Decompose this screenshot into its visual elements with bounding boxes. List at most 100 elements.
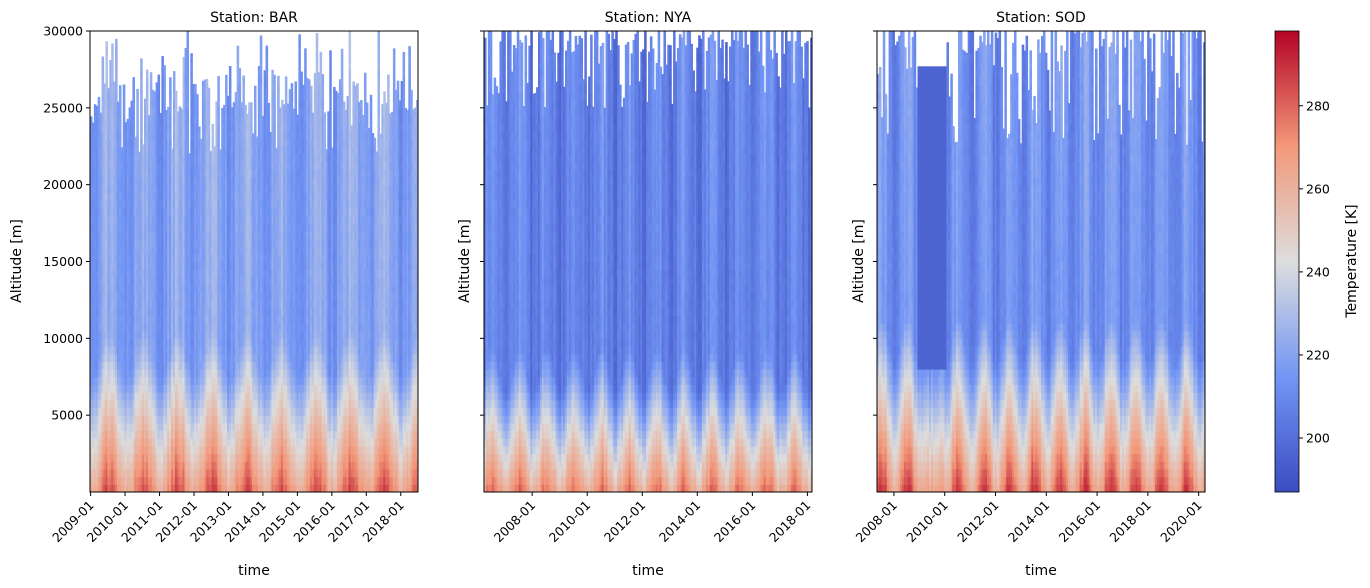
heatmap-cell xyxy=(261,161,265,170)
heatmap-cell xyxy=(147,138,151,147)
heatmap-cell xyxy=(244,207,247,216)
heatmap-cell xyxy=(103,369,107,378)
heatmap-cell xyxy=(221,284,224,293)
heatmap-cell xyxy=(184,84,188,94)
heatmap-cell xyxy=(155,307,159,316)
heatmap-cell xyxy=(213,253,217,263)
heatmap-cell xyxy=(219,315,222,324)
heatmap-cell xyxy=(136,200,139,209)
heatmap-cell xyxy=(130,115,134,124)
heatmap-cell xyxy=(211,361,215,370)
heatmap-cell xyxy=(215,284,218,293)
heatmap-cell xyxy=(203,346,207,355)
heatmap-cell xyxy=(167,361,170,370)
heatmap-cell xyxy=(172,461,176,470)
heatmap-cell xyxy=(203,230,207,240)
heatmap-cell xyxy=(198,207,201,216)
heatmap-cell xyxy=(234,169,238,178)
heatmap-cell xyxy=(176,146,180,155)
heatmap-cell xyxy=(95,322,99,332)
heatmap-cell xyxy=(226,230,230,240)
heatmap-cell xyxy=(91,269,95,278)
heatmap-cell xyxy=(122,261,126,270)
heatmap-cell xyxy=(184,146,188,155)
heatmap-cell xyxy=(107,87,110,94)
heatmap-cell xyxy=(126,399,130,409)
heatmap-cell xyxy=(209,246,213,255)
heatmap-cell xyxy=(273,468,276,478)
heatmap-cell xyxy=(226,223,230,232)
heatmap-cell xyxy=(257,207,261,216)
heatmap-cell xyxy=(186,176,189,186)
heatmap-cell xyxy=(140,415,143,424)
heatmap-cell xyxy=(113,453,116,462)
heatmap-cell xyxy=(250,330,253,339)
heatmap-cell xyxy=(186,422,189,432)
heatmap-cell xyxy=(122,461,126,470)
heatmap-cell xyxy=(182,322,186,332)
heatmap-cell xyxy=(122,430,126,439)
heatmap-cell xyxy=(207,192,211,201)
heatmap-cell xyxy=(97,330,101,339)
heatmap-cell xyxy=(145,453,149,462)
heatmap-cell xyxy=(111,399,114,409)
heatmap-cell xyxy=(226,461,230,470)
heatmap-cell xyxy=(242,338,245,347)
heatmap-cell xyxy=(265,176,269,186)
heatmap-cell xyxy=(109,246,112,255)
heatmap-cell xyxy=(109,361,112,370)
heatmap-cell xyxy=(169,376,172,386)
heatmap-cell xyxy=(165,223,168,232)
heatmap-cell xyxy=(248,161,251,170)
heatmap-cell xyxy=(240,269,244,278)
heatmap-cell xyxy=(149,184,153,193)
heatmap-cell xyxy=(232,422,236,432)
heatmap-cell xyxy=(196,384,199,393)
heatmap-cell xyxy=(259,238,263,247)
heatmap-cell xyxy=(240,338,244,347)
heatmap-cell xyxy=(103,445,107,455)
heatmap-cell xyxy=(269,361,272,370)
heatmap-cell xyxy=(180,376,184,386)
heatmap-cell xyxy=(117,192,120,201)
heatmap-cell xyxy=(144,192,147,201)
heatmap-cell xyxy=(238,276,242,286)
heatmap-cell xyxy=(155,184,159,193)
heatmap-cell xyxy=(93,476,97,485)
heatmap-cell xyxy=(180,138,184,147)
heatmap-cell xyxy=(122,346,126,355)
heatmap-cell xyxy=(257,123,261,132)
heatmap-cell xyxy=(199,346,203,355)
heatmap-cell xyxy=(223,184,226,193)
heatmap-cell xyxy=(271,338,274,347)
heatmap-cell xyxy=(188,307,191,316)
heatmap-cell xyxy=(199,176,203,186)
heatmap-cell xyxy=(236,453,240,462)
heatmap-cell xyxy=(174,153,178,163)
heatmap-cell xyxy=(107,123,110,132)
heatmap-cell xyxy=(145,468,149,478)
heatmap-cell xyxy=(140,200,143,209)
heatmap-cell xyxy=(163,253,166,263)
heatmap-cell xyxy=(174,307,178,316)
heatmap-cell xyxy=(194,238,197,247)
heatmap-cell xyxy=(132,246,135,255)
heatmap-cell xyxy=(178,376,182,386)
heatmap-cell xyxy=(182,453,186,462)
heatmap-cell xyxy=(172,107,176,117)
heatmap-cell xyxy=(273,299,276,309)
heatmap-cell xyxy=(221,407,224,416)
heatmap-cell xyxy=(163,299,166,309)
heatmap-cell xyxy=(188,246,191,255)
heatmap-cell xyxy=(132,200,135,209)
heatmap-cell xyxy=(124,438,128,447)
heatmap-cell xyxy=(209,484,213,492)
heatmap-cell xyxy=(153,246,157,255)
heatmap-cell xyxy=(198,461,201,470)
heatmap-cell xyxy=(186,107,189,117)
heatmap-cell xyxy=(126,422,130,432)
heatmap-cell xyxy=(232,138,236,147)
heatmap-cell xyxy=(199,207,203,216)
heatmap-cell xyxy=(261,276,265,286)
heatmap-cell xyxy=(122,384,126,393)
